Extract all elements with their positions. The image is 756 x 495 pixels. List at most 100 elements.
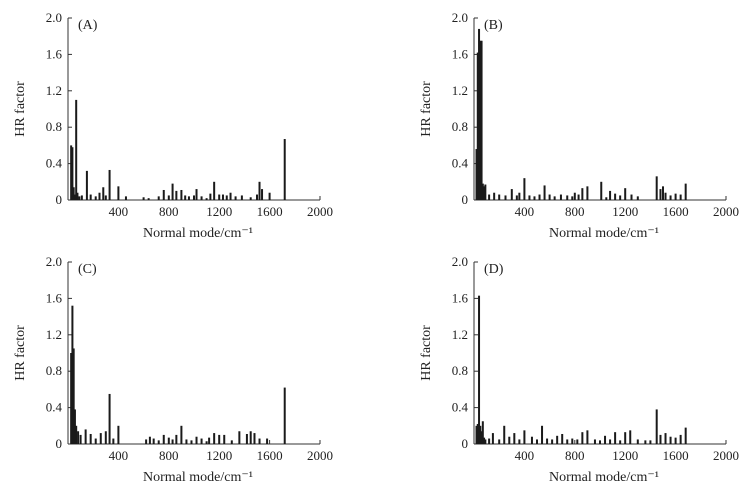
hr-bar [167,437,170,444]
hr-bar [609,439,612,444]
hr-bar [479,40,482,200]
hr-bar [561,433,564,444]
y-tick-label: 0 [462,192,469,207]
hr-bar [614,193,617,200]
hr-bar [240,195,243,200]
hr-bar [79,434,82,444]
hr-bar [78,196,81,200]
hr-bar [77,431,80,444]
hr-bar [142,197,145,200]
panel-label: (B) [484,18,503,33]
y-tick-label: 1.2 [46,83,62,98]
hr-bar [117,425,120,444]
hr-bar [75,425,78,444]
hr-bar [636,439,639,444]
hr-bar [84,429,87,444]
hr-bar [238,431,241,444]
hr-bar [72,187,75,200]
hr-bar [644,440,647,444]
y-tick-label: 1.2 [452,327,468,342]
panel-label: (D) [484,262,504,277]
hr-bar [249,431,252,444]
x-tick-label: 2000 [713,448,739,463]
x-tick-label: 400 [109,204,129,219]
hr-bar [175,190,178,200]
hr-bar [218,194,221,200]
x-axis-label: Normal mode/cm⁻¹ [549,226,659,241]
hr-bar [73,194,76,200]
y-tick-label: 0.8 [46,363,62,378]
hr-bar [147,198,150,200]
hr-bar [510,189,513,200]
hr-bar [94,196,97,200]
hr-bar [108,169,111,200]
y-axis-label: HR factor [419,325,434,381]
hr-bar [600,181,603,200]
x-tick-label: 2000 [713,204,739,219]
y-tick-label: 1.6 [46,46,63,61]
hr-bar [80,195,83,200]
hr-bar [518,192,521,200]
hr-bar [491,433,494,444]
hr-bar [256,194,258,200]
y-tick-label: 0 [462,436,469,451]
hr-bar [498,439,501,444]
hr-bar [225,195,228,200]
hr-bar [180,425,183,444]
hr-bar [619,440,622,444]
x-axis-label: Normal mode/cm⁻¹ [549,470,659,485]
hr-bar [629,430,632,444]
hr-bar [566,439,569,444]
y-tick-label: 1.6 [46,290,63,305]
hr-bar [614,432,617,444]
hr-bar [624,188,627,200]
hr-bar [102,187,105,200]
hr-bar [543,185,546,200]
y-axis-label: HR factor [13,325,28,381]
hr-bar [480,431,483,444]
hr-bar [72,348,75,444]
hr-bar [230,440,233,444]
chart-panel-d: 0 0.4 0.8 1.2 1.6 2.0 400 800 1200 1600 2000 (D) Nor… [419,254,739,485]
hr-bar [283,139,286,200]
chart-panel-b: 0 0.4 0.8 1.2 1.6 2.0 400 800 1200 1600 2000 (B) Nor… [419,10,739,241]
y-tick-label: 0.8 [46,119,62,134]
hr-bar [229,192,232,200]
y-axis-label: HR factor [13,81,28,137]
hr-bar [258,181,261,200]
hr-bar [266,438,269,444]
y-tick-label: 0.4 [452,156,469,171]
y-tick-label: 1.2 [452,83,468,98]
hr-bar [674,437,677,444]
x-tick-label: 1200 [612,204,638,219]
x-tick-label: 800 [565,204,585,219]
y-tick-label: 1.6 [452,46,469,61]
hr-bar [85,170,88,200]
hr-bar [185,439,188,444]
hr-bar [195,436,198,444]
hr-bar [89,433,92,444]
hr-bar [655,176,658,200]
hr-bar [148,436,151,444]
hr-bar [73,409,76,444]
hr-bar [528,195,531,200]
hr-bar [604,435,607,444]
hr-bar [649,440,652,444]
hr-bar [478,28,481,201]
y-tick-label: 0 [56,436,63,451]
hr-bar [515,195,518,200]
panel-label: (C) [78,262,97,277]
hr-bar [208,437,211,444]
x-tick-label: 1200 [206,204,232,219]
hr-bar [684,427,687,444]
hr-bar [209,193,212,200]
hr-bar [518,439,521,444]
hr-bar [513,433,516,444]
hr-bar [664,192,667,200]
hr-bar [261,189,264,200]
hr-bar [664,433,667,444]
hr-bar [180,189,183,200]
y-tick-label: 2.0 [452,254,468,269]
x-tick-label: 2000 [307,448,333,463]
hr-bar [571,196,574,200]
